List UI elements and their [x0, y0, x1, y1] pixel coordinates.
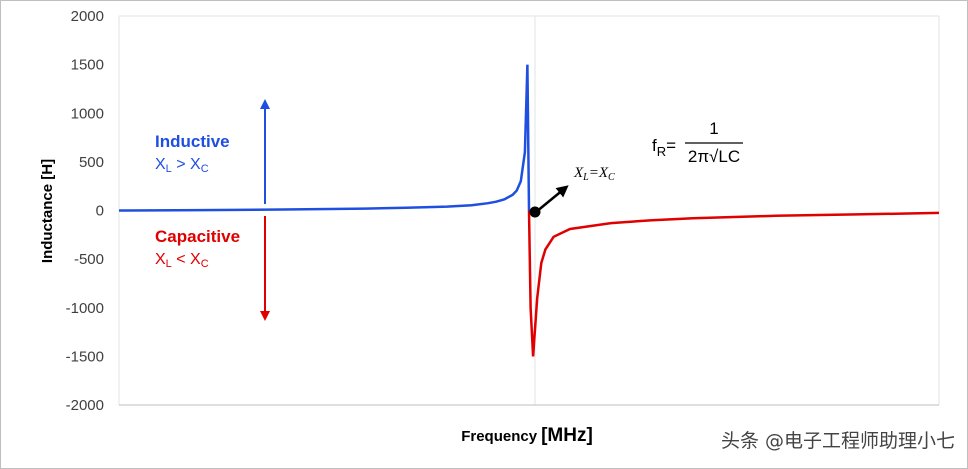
- y-tick-label: 2000: [71, 8, 104, 25]
- y-tick-label: 1000: [71, 105, 104, 122]
- y-tick-labels: 2000 1500 1000 500 0 -500 -1000 -1500 -2000: [66, 8, 104, 414]
- y-tick-label: -500: [74, 251, 104, 268]
- y-tick-label: 500: [79, 154, 104, 171]
- formula-lhs: fR=: [652, 136, 676, 159]
- y-tick-label: -1500: [66, 348, 104, 365]
- formula-numerator: 1: [709, 119, 718, 138]
- capacitive-curve: [527, 210, 940, 357]
- inductive-label: Inductive: [155, 132, 230, 151]
- resonance-point: [529, 206, 541, 218]
- y-tick-label: -1000: [66, 300, 104, 317]
- resonance-label: XL=XC: [573, 165, 615, 183]
- capacitive-label: Capacitive: [155, 227, 240, 246]
- y-tick-label: 1500: [71, 57, 104, 74]
- formula-denominator: 2π√LC: [688, 147, 740, 166]
- inductive-condition: XL > XC: [155, 156, 209, 175]
- y-tick-label: -2000: [66, 397, 104, 414]
- inductive-curve: [118, 64, 531, 212]
- y-axis-title: Inductance [H]: [39, 159, 56, 263]
- x-axis-title: Frequency [MHz]: [461, 425, 593, 446]
- y-tick-label: 0: [96, 203, 104, 220]
- resonance-arrow: [535, 185, 569, 213]
- grid-lines: [118, 15, 940, 406]
- watermark: 头条 @电子工程师助理小七: [721, 430, 955, 452]
- capacitive-condition: XL < XC: [155, 251, 209, 270]
